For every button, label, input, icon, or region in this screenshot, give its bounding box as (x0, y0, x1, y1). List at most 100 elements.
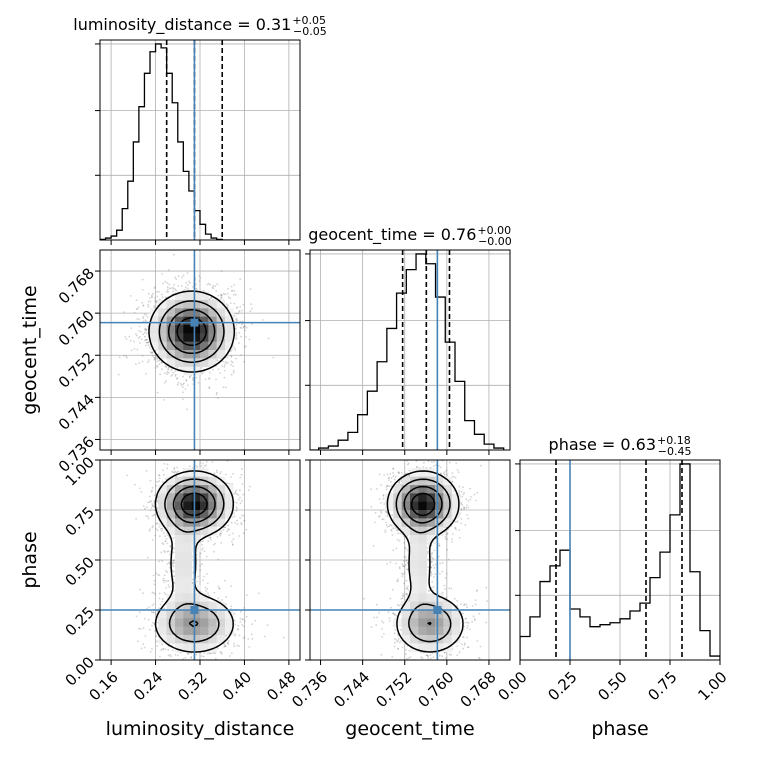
sample-point (159, 373, 161, 376)
sample-point (145, 332, 148, 335)
density-cell (175, 300, 184, 309)
density-cell (183, 366, 192, 376)
sample-point (234, 522, 237, 524)
sample-point (137, 337, 140, 339)
sample-point (138, 318, 140, 320)
sample-point (145, 314, 148, 316)
density-cell (208, 341, 217, 351)
sample-point (206, 283, 209, 286)
sample-point (161, 296, 164, 298)
sample-point (142, 317, 144, 320)
sample-point (166, 580, 168, 583)
sample-point (162, 282, 164, 285)
sample-point (209, 538, 212, 541)
sample-point (125, 356, 128, 359)
sample-point (178, 456, 180, 458)
sample-point (227, 296, 230, 299)
sample-point (137, 640, 139, 643)
sample-point (147, 517, 150, 520)
sample-point (226, 460, 229, 462)
sample-point (163, 607, 166, 610)
sample-point (242, 532, 245, 535)
sample-point (242, 637, 245, 639)
sample-point (186, 284, 189, 286)
sample-point (239, 496, 241, 499)
sample-point (205, 460, 208, 463)
sample-point (165, 296, 168, 299)
sample-point (171, 564, 174, 566)
sample-point (143, 507, 146, 510)
sample-point (231, 289, 234, 292)
sample-point (239, 489, 241, 492)
sample-point (220, 297, 223, 299)
sample-point (248, 338, 251, 341)
sample-point (202, 466, 204, 469)
sample-point (152, 621, 154, 624)
sample-point (233, 290, 236, 292)
sample-point (161, 643, 164, 646)
title-value: geocent_time = 0.76 (308, 225, 476, 245)
sample-point (153, 306, 156, 309)
sample-point (240, 327, 243, 329)
density-cell (158, 308, 167, 317)
histogram-luminosity_distance (100, 43, 300, 240)
sample-point (162, 577, 165, 580)
sample-point (181, 276, 183, 279)
sample-point (182, 666, 184, 668)
sample-point (233, 347, 236, 349)
sample-point (176, 383, 179, 386)
sample-point (233, 302, 236, 305)
sample-point (241, 309, 243, 312)
sample-point (200, 371, 203, 374)
sample-point (151, 539, 154, 541)
sample-point (180, 384, 183, 386)
density-cell (183, 341, 192, 351)
sample-point (150, 507, 153, 509)
sample-point (142, 627, 145, 630)
sample-point (220, 532, 222, 535)
sample-point (234, 293, 237, 296)
sample-point (173, 590, 175, 592)
sample-point (235, 489, 238, 492)
density-cell (166, 300, 176, 309)
sample-point (226, 530, 229, 533)
sample-point (225, 603, 227, 606)
sample-point (162, 579, 165, 582)
sample-point (198, 275, 201, 277)
sample-point (172, 570, 175, 573)
sample-point (282, 636, 285, 639)
sample-point (140, 647, 143, 650)
sample-point (219, 293, 222, 296)
sample-point (164, 280, 167, 283)
sample-point (222, 528, 225, 531)
sample-point (226, 292, 229, 295)
density-cell (158, 325, 167, 334)
sample-point (163, 473, 165, 476)
density-cell (200, 341, 209, 351)
sample-point (146, 556, 149, 559)
sample-point (125, 355, 128, 357)
sample-point (245, 336, 247, 338)
sample-point (165, 291, 168, 293)
sample-point (209, 283, 212, 286)
density-cell (175, 316, 184, 326)
sample-point (231, 289, 233, 292)
density-cell (200, 291, 209, 301)
density-cell (208, 308, 217, 317)
sample-point (216, 283, 219, 286)
sample-point (129, 295, 132, 297)
sample-point (249, 485, 251, 488)
sample-point (233, 645, 236, 648)
sample-point (235, 331, 238, 334)
sample-point (235, 324, 238, 327)
sample-point (216, 471, 218, 474)
sample-point (181, 398, 184, 400)
sample-point (182, 274, 185, 277)
sample-point (142, 333, 145, 336)
contour-line (158, 300, 225, 363)
sample-point (214, 657, 217, 660)
sample-point (242, 618, 244, 621)
sample-point (147, 361, 149, 364)
sample-point (232, 365, 235, 368)
sample-point (174, 370, 177, 372)
